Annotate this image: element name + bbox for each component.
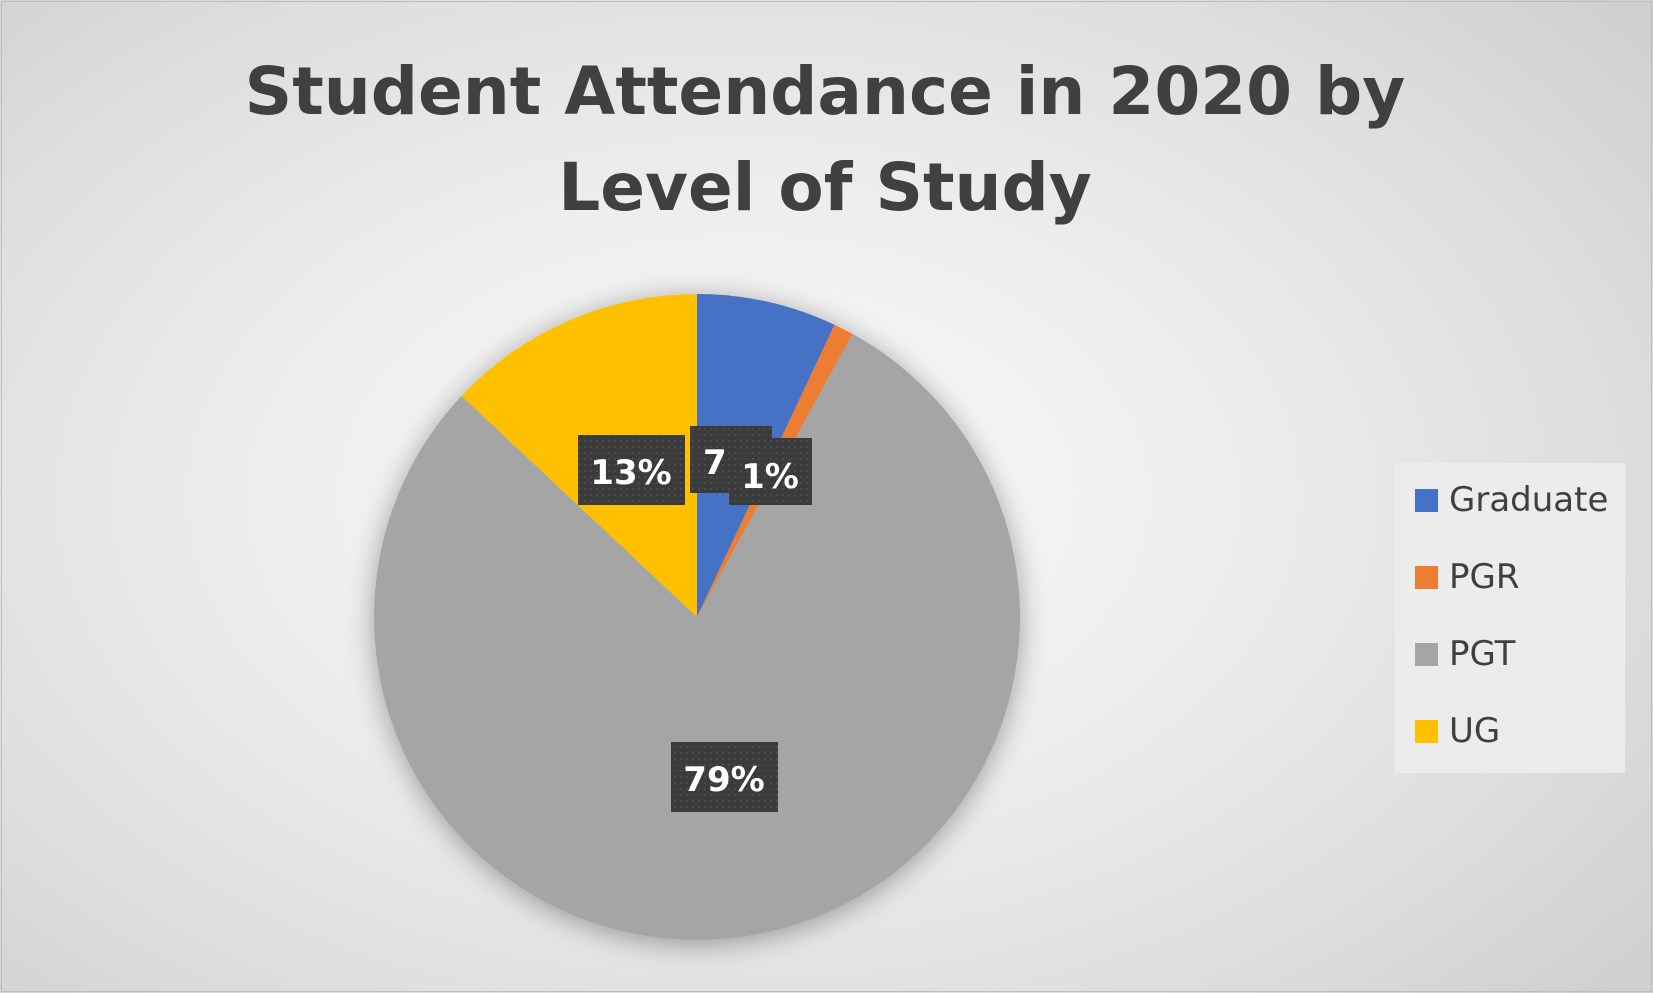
data-label-ug: 13% — [578, 435, 685, 505]
data-label-pgt: 79% — [671, 742, 778, 812]
pie-slices — [373, 294, 1020, 940]
legend-swatch — [1415, 719, 1438, 743]
chart-legend: Graduate PGR PGT UG — [1395, 463, 1625, 773]
pie-slice-pgt — [373, 333, 1020, 940]
legend-label: PGR — [1449, 557, 1520, 597]
legend-item-ug: UG — [1415, 711, 1500, 751]
legend-item-pgt: PGT — [1415, 634, 1515, 674]
data-label-background — [729, 438, 812, 505]
data-label-text: 1% — [741, 457, 799, 497]
data-label-background — [578, 435, 685, 505]
legend-label: UG — [1449, 711, 1501, 751]
legend-item-graduate: Graduate — [1415, 480, 1608, 520]
pie-data-labels: 7 1% 79% 13% — [578, 426, 812, 812]
legend-swatch — [1415, 565, 1438, 589]
chart-title: Student Attendance in 2020 by Level of S… — [244, 53, 1406, 226]
legend-label: Graduate — [1449, 480, 1609, 520]
legend-label: PGT — [1449, 634, 1516, 674]
legend-swatch — [1415, 488, 1438, 512]
data-label-text: 7 — [703, 443, 727, 483]
data-label-text: 13% — [590, 453, 671, 493]
legend-swatch — [1415, 642, 1438, 666]
data-label-text: 79% — [683, 760, 764, 800]
legend-item-pgr: PGR — [1415, 557, 1519, 597]
data-label-pgr: 1% — [729, 438, 812, 505]
data-label-background — [671, 742, 778, 812]
